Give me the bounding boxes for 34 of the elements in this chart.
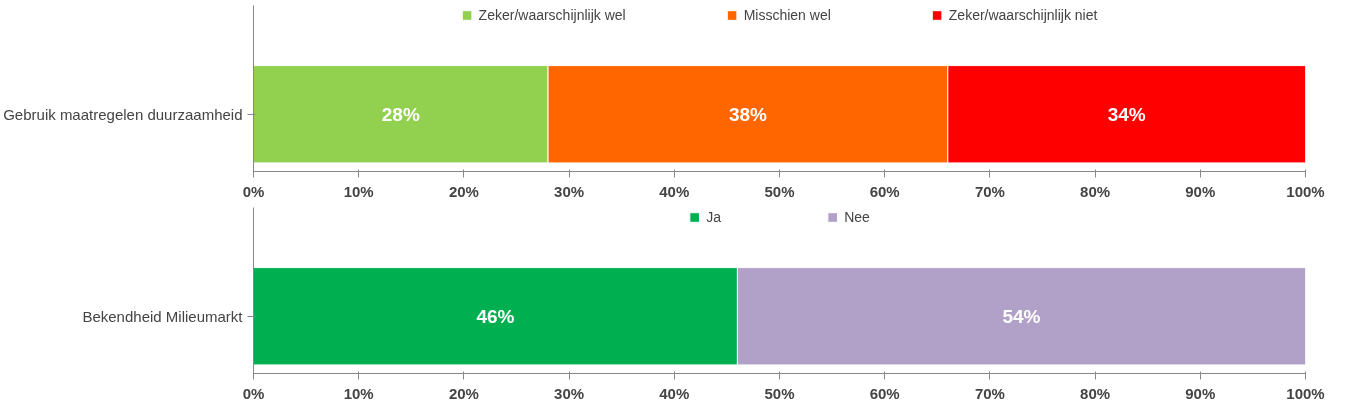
x-tick-label: 100% — [1286, 384, 1325, 402]
x-tick-label: 20% — [448, 384, 479, 402]
x-tick-label: 90% — [1185, 384, 1216, 402]
x-tick-label: 50% — [764, 182, 795, 200]
y-tick-label: Gebruik maatregelen duurzaamheid — [3, 105, 243, 123]
legend-label: Ja — [706, 209, 722, 225]
legend-label: Misschien wel — [743, 7, 831, 23]
x-tick-label: 30% — [554, 182, 585, 200]
y-tick-label: Bekendheid Milieumarkt — [82, 307, 244, 325]
x-tick-label: 60% — [869, 384, 900, 402]
x-tick-label: 10% — [343, 182, 374, 200]
x-tick-label: 0% — [242, 182, 265, 200]
x-tick-label: 70% — [974, 384, 1005, 402]
legend-label: Zeker/waarschijnlijk wel — [478, 7, 626, 23]
x-tick-label: 50% — [764, 384, 795, 402]
x-tick-label: 70% — [974, 182, 1005, 200]
data-label: 34% — [1107, 103, 1146, 125]
x-tick-label: 80% — [1080, 182, 1111, 200]
x-tick-label: 10% — [343, 384, 374, 402]
x-tick-label: 100% — [1286, 182, 1325, 200]
x-tick-label: 40% — [659, 182, 690, 200]
x-tick-label: 90% — [1185, 182, 1216, 200]
x-tick-label: 30% — [554, 384, 585, 402]
x-tick-label: 80% — [1080, 384, 1111, 402]
legend-label: Nee — [844, 209, 870, 225]
legend-label: Zeker/waarschijnlijk niet — [948, 7, 1098, 23]
x-tick-label: 40% — [659, 384, 690, 402]
x-tick-label: 60% — [869, 182, 900, 200]
x-tick-label: 20% — [448, 182, 479, 200]
data-label: 28% — [381, 103, 420, 125]
x-tick-label: 0% — [242, 384, 265, 402]
data-label: 46% — [476, 305, 515, 327]
data-label: 54% — [1002, 305, 1041, 327]
data-label: 38% — [728, 103, 768, 125]
